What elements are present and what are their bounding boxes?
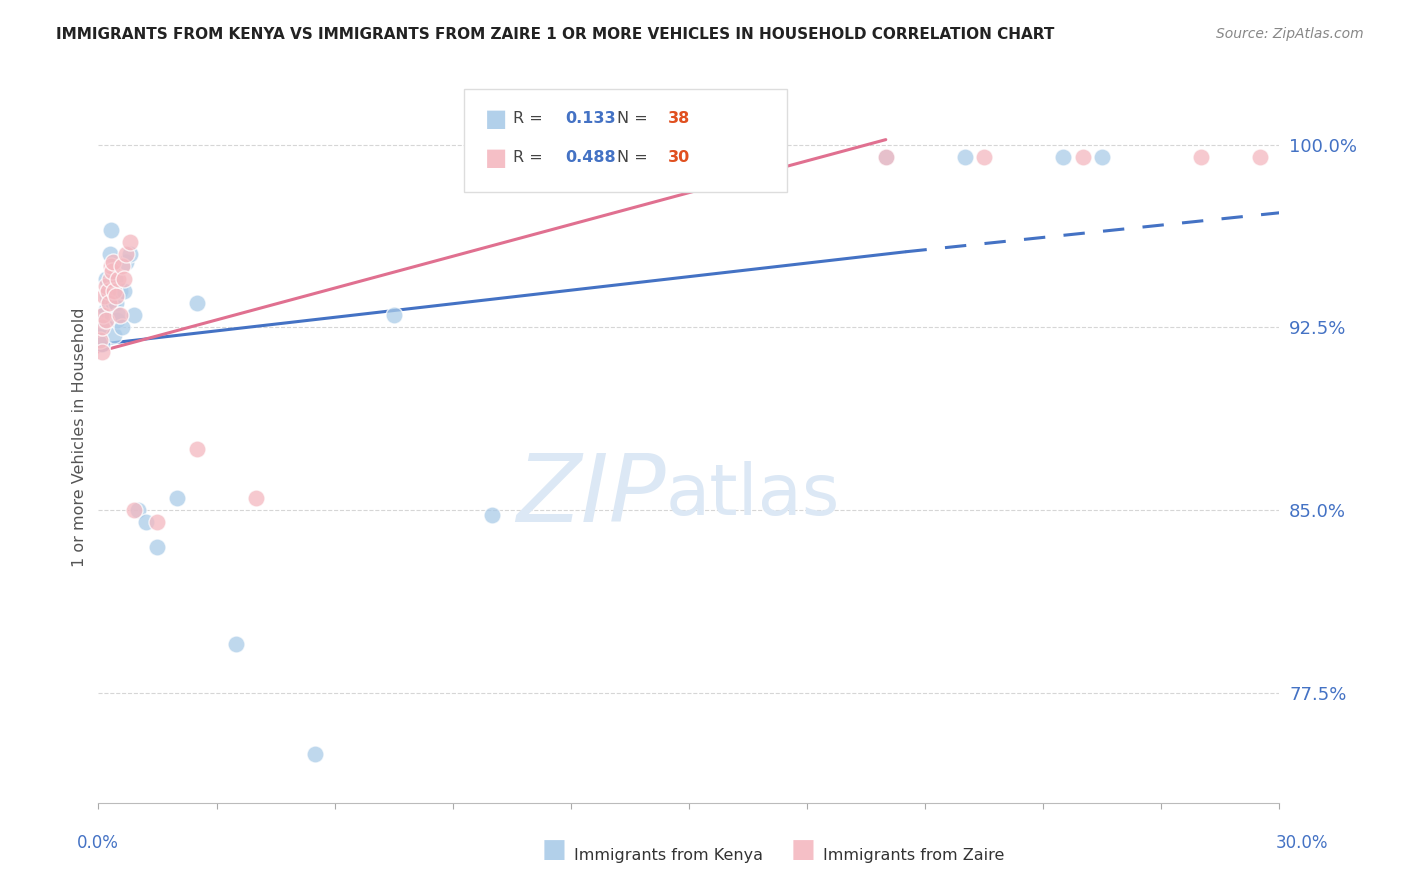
Point	[103, 327, 125, 342]
Point	[122, 503, 145, 517]
Point	[101, 308, 124, 322]
Point	[146, 540, 169, 554]
Point	[91, 308, 114, 322]
Point	[105, 296, 128, 310]
Point	[875, 150, 897, 164]
Point	[89, 330, 111, 344]
Point	[93, 288, 115, 302]
Point	[1052, 150, 1074, 164]
Point	[1189, 150, 1212, 164]
Point	[105, 288, 128, 302]
Point	[115, 254, 138, 268]
Point	[146, 516, 169, 530]
Text: ZIP: ZIP	[516, 450, 665, 541]
Text: N =: N =	[617, 112, 648, 126]
Point	[100, 260, 122, 274]
Point	[186, 442, 208, 457]
Text: ■: ■	[541, 838, 567, 863]
Point	[135, 516, 157, 530]
Point	[122, 308, 145, 322]
Point	[118, 235, 141, 249]
Point	[105, 313, 128, 327]
Point	[108, 308, 131, 322]
Point	[127, 503, 149, 517]
Point	[1091, 150, 1114, 164]
Point	[1071, 150, 1094, 164]
Point	[166, 491, 188, 505]
Text: ■: ■	[485, 107, 508, 130]
Text: Source: ZipAtlas.com: Source: ZipAtlas.com	[1216, 27, 1364, 41]
Point	[93, 313, 115, 327]
Point	[1249, 150, 1271, 164]
Text: ■: ■	[790, 838, 815, 863]
Point	[96, 271, 118, 285]
Point	[91, 308, 114, 322]
Text: IMMIGRANTS FROM KENYA VS IMMIGRANTS FROM ZAIRE 1 OR MORE VEHICLES IN HOUSEHOLD C: IMMIGRANTS FROM KENYA VS IMMIGRANTS FROM…	[56, 27, 1054, 42]
Point	[973, 150, 995, 164]
Point	[97, 284, 120, 298]
Text: 38: 38	[668, 112, 690, 126]
Point	[94, 279, 117, 293]
Point	[98, 296, 121, 310]
Point	[91, 320, 114, 334]
Point	[97, 284, 120, 298]
Text: 0.133: 0.133	[565, 112, 616, 126]
Text: R =: R =	[513, 112, 543, 126]
Point	[101, 264, 124, 278]
Point	[103, 254, 125, 268]
Point	[225, 637, 247, 651]
Point	[103, 296, 125, 310]
Text: 30: 30	[668, 151, 690, 165]
Point	[115, 247, 138, 261]
Point	[94, 303, 117, 318]
Point	[112, 271, 135, 285]
Point	[96, 313, 118, 327]
Point	[100, 223, 122, 237]
Point	[953, 150, 976, 164]
Point	[112, 284, 135, 298]
Text: Immigrants from Kenya: Immigrants from Kenya	[574, 848, 762, 863]
Point	[118, 247, 141, 261]
Point	[90, 344, 112, 359]
Point	[481, 508, 503, 522]
Text: Immigrants from Zaire: Immigrants from Zaire	[823, 848, 1004, 863]
Point	[90, 337, 112, 351]
Point	[103, 284, 125, 298]
Point	[111, 320, 134, 334]
Point	[89, 333, 111, 347]
Point	[96, 288, 118, 302]
Point	[108, 284, 131, 298]
Text: N =: N =	[617, 151, 648, 165]
Text: 30.0%: 30.0%	[1277, 834, 1329, 852]
Point	[245, 491, 267, 505]
Point	[107, 308, 129, 322]
Point	[304, 747, 326, 761]
Point	[186, 296, 208, 310]
Text: R =: R =	[513, 151, 543, 165]
Point	[91, 320, 114, 334]
Point	[104, 271, 127, 285]
Point	[111, 260, 134, 274]
Text: ■: ■	[485, 146, 508, 169]
Point	[98, 296, 121, 310]
Point	[382, 308, 405, 322]
Point	[875, 150, 897, 164]
Text: 0.0%: 0.0%	[77, 834, 120, 852]
Text: 0.488: 0.488	[565, 151, 616, 165]
Point	[98, 271, 121, 285]
Text: atlas: atlas	[665, 461, 839, 530]
Point	[107, 271, 129, 285]
Point	[98, 247, 121, 261]
Y-axis label: 1 or more Vehicles in Household: 1 or more Vehicles in Household	[72, 308, 87, 566]
